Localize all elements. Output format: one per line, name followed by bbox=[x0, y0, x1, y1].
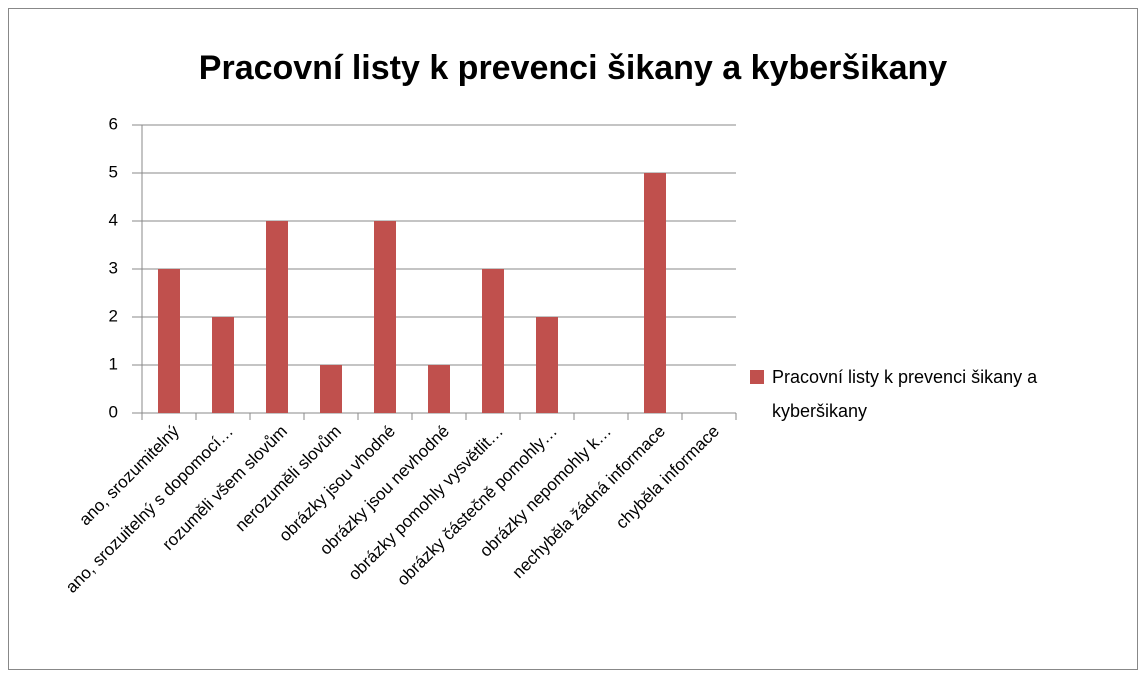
legend-swatch bbox=[750, 370, 764, 384]
y-tick-label: 1 bbox=[109, 354, 118, 373]
bar bbox=[536, 317, 558, 413]
y-tick-label: 6 bbox=[109, 114, 118, 133]
bar bbox=[374, 221, 396, 413]
chart-border bbox=[8, 8, 1138, 670]
bar bbox=[482, 269, 504, 413]
bar bbox=[320, 365, 342, 413]
y-tick-label: 5 bbox=[109, 162, 118, 181]
bar bbox=[158, 269, 180, 413]
bar bbox=[212, 317, 234, 413]
chart-title: Pracovní listy k prevenci šikany a kyber… bbox=[199, 49, 948, 87]
y-tick-label: 4 bbox=[109, 210, 118, 229]
y-tick-label: 3 bbox=[109, 258, 118, 277]
legend: Pracovní listy k prevenci šikany a kyber… bbox=[750, 360, 1130, 428]
bar bbox=[428, 365, 450, 413]
bar bbox=[266, 221, 288, 413]
bar bbox=[644, 173, 666, 413]
y-tick-label: 0 bbox=[109, 402, 118, 421]
y-tick-label: 2 bbox=[109, 306, 118, 325]
legend-label: Pracovní listy k prevenci šikany a kyber… bbox=[772, 367, 1038, 421]
